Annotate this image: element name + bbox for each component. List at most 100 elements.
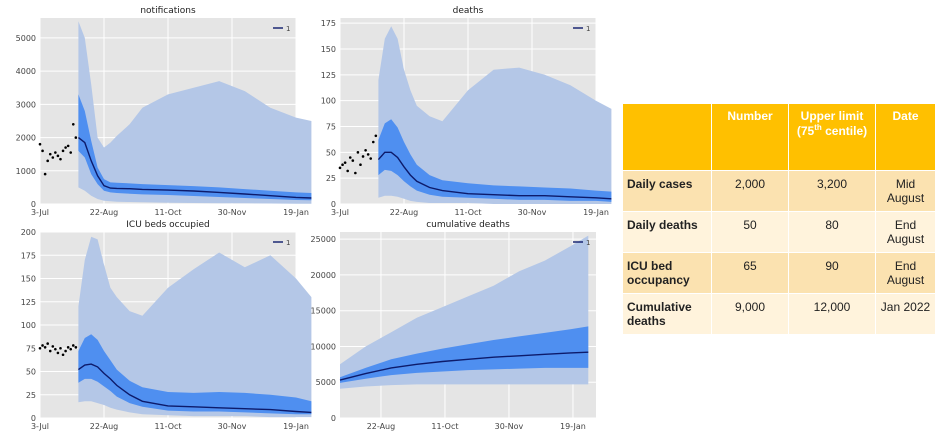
x-tick-label: 22-Aug [90, 208, 119, 217]
x-tick-label: 19-Jan [283, 208, 309, 217]
observed-point [48, 152, 52, 156]
legend-label: 1 [586, 25, 590, 33]
median-line [377, 151, 612, 200]
x-tick-label: 19-Jan [283, 422, 309, 431]
row-number: 2,000 [711, 170, 789, 212]
header-blank [622, 103, 712, 171]
row-upper: 12,000 [788, 293, 876, 335]
chart-0: 0 1000 2000 3000 4000 5000 3-Jul 22-Aug 11-Oct 30… [16, 6, 312, 217]
observed-point [43, 346, 47, 349]
y-tick-label: 0 [31, 200, 36, 209]
y-tick-label: 5000 [16, 34, 36, 43]
y-tick-label: 10000 [311, 342, 336, 351]
y-tick-label: 50 [26, 368, 36, 377]
observed-point [61, 353, 65, 357]
row-number: 9,000 [711, 293, 789, 335]
observed-point [71, 344, 75, 347]
header-date: Date [875, 103, 936, 171]
x-tick-label: 11-Oct [431, 422, 458, 431]
y-tick-label: 2000 [16, 134, 36, 143]
observed-point [46, 159, 49, 163]
y-tick-label: 25 [26, 391, 36, 400]
observed-point [346, 169, 349, 173]
observed-point [38, 142, 42, 146]
row-upper: 3,200 [788, 170, 876, 212]
band-inner [378, 119, 612, 202]
observed-point [74, 136, 78, 139]
x-tick-label: 3-Jul [31, 208, 49, 217]
table-row: Daily deaths 50 80 End August [622, 211, 936, 253]
observed-point [54, 151, 57, 154]
y-tick-label: 0 [31, 414, 36, 423]
x-tick-label: 11-Oct [154, 208, 181, 217]
y-tick-label: 150 [21, 275, 36, 284]
observed-point [56, 154, 60, 158]
observed-point [43, 172, 47, 176]
legend-label: 1 [286, 239, 290, 247]
chart-title: cumulative deaths [426, 220, 510, 230]
row-label: ICU bed occupancy [622, 252, 712, 294]
observed-point [38, 346, 42, 350]
y-tick-label: 4000 [16, 67, 36, 76]
median-line [77, 137, 312, 199]
band-outer [378, 26, 612, 204]
header-number: Number [711, 103, 789, 171]
band-outer [78, 236, 312, 418]
row-date: End August [875, 211, 936, 253]
y-tick-label: 25000 [311, 235, 336, 244]
x-tick-label: 11-Oct [154, 422, 181, 431]
y-tick-label: 0 [331, 414, 336, 423]
x-tick-label: 30-Nov [518, 208, 547, 217]
y-tick-label: 5000 [316, 378, 336, 387]
legend-label: 1 [286, 25, 290, 33]
header-upper-text: Upper limit (75 [796, 109, 864, 138]
x-tick-label: 22-Aug [367, 422, 396, 431]
observed-point [69, 151, 73, 154]
observed-point [66, 144, 70, 148]
observed-point [64, 349, 67, 353]
observed-point [338, 166, 342, 170]
y-tick-label: 125 [321, 71, 336, 80]
x-tick-label: 22-Aug [390, 208, 419, 217]
x-tick-label: 30-Nov [218, 422, 247, 431]
median-line [339, 351, 589, 381]
observed-point [71, 122, 75, 126]
header-upper-centile: centile) [825, 124, 868, 138]
x-tick-label: 22-Aug [90, 422, 119, 431]
chart-title: deaths [453, 6, 484, 16]
observed-point [374, 134, 378, 138]
observed-point [359, 163, 362, 167]
estimates-table: Number Upper limit (75th centile) Date D… [622, 103, 936, 335]
chart-1: 0 25 50 75 100 125 150 175 3-Jul 22-Aug 11-Oct 30-N… [321, 6, 612, 217]
y-tick-label: 150 [321, 45, 336, 54]
row-label: Daily deaths [622, 211, 712, 253]
x-tick-label: 30-Nov [495, 422, 524, 431]
observed-point [348, 156, 352, 159]
table-row: Daily cases 2,000 3,200 Mid August [622, 170, 936, 212]
y-tick-label: 20000 [311, 271, 336, 280]
x-tick-label: 19-Jan [560, 422, 586, 431]
row-date: Jan 2022 [875, 293, 936, 335]
row-number: 65 [711, 252, 789, 294]
observed-point [366, 153, 370, 156]
row-label: Cumulative deaths [622, 293, 712, 335]
y-tick-label: 75 [326, 123, 336, 132]
table-header-row: Number Upper limit (75th centile) Date [622, 103, 936, 171]
row-date: Mid August [875, 170, 936, 212]
y-tick-label: 175 [321, 19, 336, 28]
observed-point [59, 346, 62, 350]
observed-point [343, 161, 347, 164]
band-inner [78, 334, 312, 415]
band-inner [340, 326, 589, 383]
observed-point [369, 157, 373, 160]
row-number: 50 [711, 211, 789, 253]
observed-point [364, 148, 367, 152]
x-tick-label: 3-Jul [331, 208, 349, 217]
observed-point [361, 155, 365, 158]
observed-point [41, 149, 44, 153]
observed-point [54, 347, 57, 351]
observed-point [351, 159, 355, 162]
table-row: Cumulative deaths 9,000 12,000 Jan 2022 [622, 293, 936, 335]
chart-2: 0 25 50 75 100 125 150 175 200 3-Jul 22-Aug 11-Oct 3… [21, 220, 312, 431]
x-tick-label: 19-Jan [583, 208, 609, 217]
